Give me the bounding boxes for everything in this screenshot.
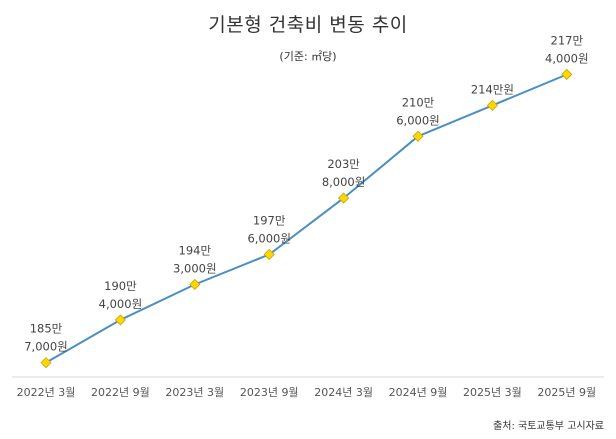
x-tick-label: 2024년 9월 — [389, 386, 448, 399]
data-label-line: 214만원 — [471, 82, 514, 96]
data-point-marker — [486, 99, 498, 111]
x-tick-label: 2024년 3월 — [314, 386, 373, 399]
data-label-line: 3,000원 — [173, 261, 217, 275]
data-point-marker — [40, 357, 52, 369]
data-label: 185만 7,000원 — [24, 322, 68, 354]
x-tick-label: 2022년 3월 — [17, 386, 76, 399]
source-note: 출처: 국토교통부 고시자료 — [493, 421, 604, 432]
series-line — [45, 73, 568, 364]
data-label-line: 190만 — [104, 279, 137, 293]
data-point-marker — [338, 192, 350, 204]
data-point-marker — [114, 314, 126, 326]
data-label: 210만 6,000원 — [396, 95, 440, 127]
data-point-marker — [412, 130, 424, 142]
x-tick-label: 2023년 3월 — [165, 386, 224, 399]
data-label: 217만 4,000원 — [545, 33, 589, 65]
data-label-line: 194만 — [179, 243, 212, 257]
x-tick-label: 2023년 9월 — [240, 386, 299, 399]
x-tick-label: 2025년 9월 — [537, 386, 596, 399]
data-label: 197만 6,000원 — [247, 213, 291, 245]
data-label: 203만 8,000원 — [322, 157, 366, 189]
data-label-line: 6,000원 — [247, 231, 291, 245]
data-label-line: 203만 — [327, 157, 360, 171]
data-label-line: 7,000원 — [24, 340, 68, 354]
data-label-line: 210만 — [402, 95, 435, 109]
chart-title: 기본형 건축비 변동 추이 — [208, 14, 408, 36]
x-tick-label: 2025년 3월 — [463, 386, 522, 399]
x-tick-label: 2022년 9월 — [91, 386, 150, 399]
data-label-line: 197만 — [253, 213, 286, 227]
data-label-line: 6,000원 — [396, 113, 440, 127]
data-point-marker — [263, 248, 275, 261]
data-point-marker — [561, 68, 573, 81]
data-label: 214만원 — [471, 82, 514, 96]
data-label: 194만 3,000원 — [173, 243, 217, 275]
data-label: 190만 4,000원 — [99, 279, 143, 311]
data-label-line: 8,000원 — [322, 175, 366, 189]
data-label-line: 4,000원 — [545, 51, 589, 65]
chart-subtitle: (기준: ㎡당) — [279, 50, 337, 63]
data-label-line: 185만 — [30, 322, 63, 336]
data-point-marker — [189, 278, 201, 291]
data-label-line: 4,000원 — [99, 297, 143, 311]
data-label-line: 217만 — [551, 33, 584, 47]
